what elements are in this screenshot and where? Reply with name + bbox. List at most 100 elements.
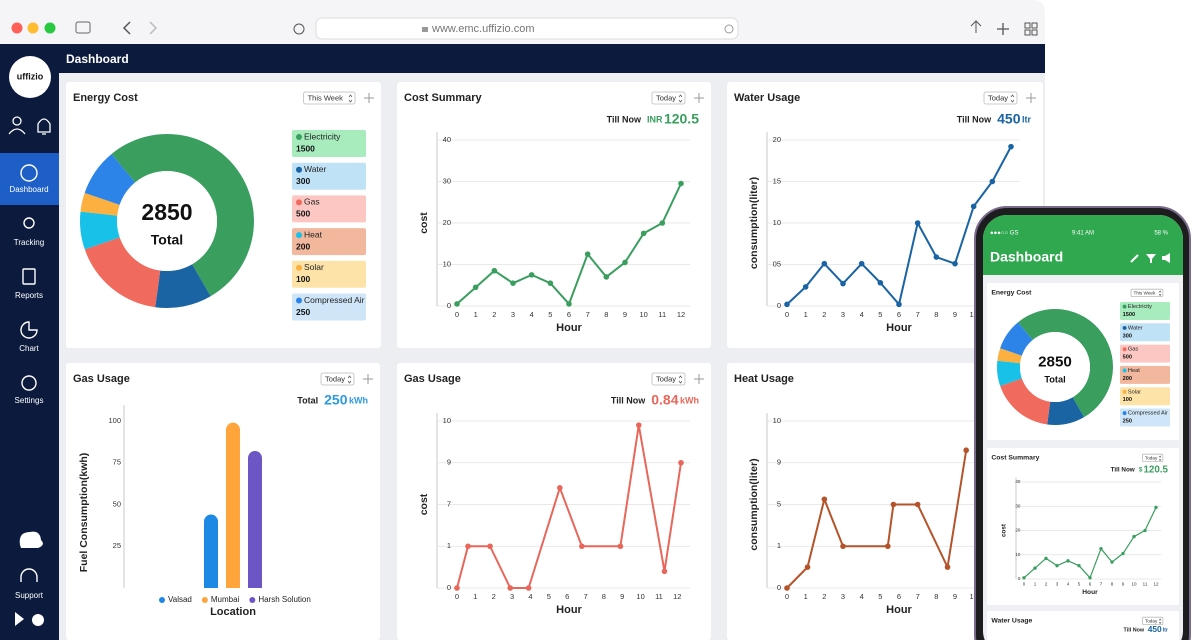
card	[727, 82, 1043, 348]
legend-value: 1500	[1123, 312, 1135, 318]
app-header	[0, 44, 1045, 73]
nav-label[interactable]: Settings	[15, 396, 44, 405]
reload-button[interactable]	[724, 24, 734, 34]
donut-total-label: Total	[1044, 375, 1065, 385]
period-dropdown[interactable]	[1142, 616, 1164, 626]
y-tick-label: 10	[773, 218, 781, 227]
donut-segment	[1018, 309, 1113, 418]
nav-label[interactable]: Reports	[15, 291, 43, 300]
donut-segment	[84, 237, 161, 308]
period-dropdown[interactable]	[303, 91, 356, 105]
cloud-icon[interactable]	[19, 531, 43, 548]
dropdown-arrows	[678, 94, 683, 103]
y-tick-label: 10	[1015, 552, 1021, 557]
y-tick-label: 20	[773, 135, 781, 144]
point	[547, 280, 554, 286]
y-tick-label: 0	[777, 583, 781, 592]
x-tick-label: 8	[1111, 582, 1114, 587]
forward-button[interactable]	[149, 21, 158, 35]
summary-label: Till Now	[607, 114, 642, 124]
x-tick-label: 3	[511, 310, 515, 319]
summary-value: 120.5	[1143, 465, 1168, 476]
summary-unit: kWh	[680, 395, 699, 405]
summary-label: Till Now	[1124, 627, 1145, 633]
filter-icon[interactable]	[1146, 254, 1156, 263]
period-dropdown[interactable]	[320, 372, 355, 386]
donut-segment	[1000, 378, 1051, 425]
point	[1110, 560, 1114, 564]
nav-label[interactable]: Tracking	[14, 238, 44, 247]
x-tick-label: 2	[822, 310, 826, 319]
privacy-icon[interactable]	[293, 23, 305, 35]
user-icon[interactable]	[12, 116, 22, 126]
move-icon[interactable]	[1026, 93, 1036, 103]
address-bar[interactable]	[315, 17, 739, 40]
x-tick-label: 0	[1023, 582, 1026, 587]
minimize-button[interactable]	[27, 22, 39, 34]
x-tick-label: 0	[785, 310, 789, 319]
card-title: Heat Usage	[734, 373, 794, 385]
period-dropdown[interactable]	[1130, 288, 1164, 298]
nav-label[interactable]: Dashboard	[9, 185, 48, 194]
close-button[interactable]	[11, 22, 23, 34]
legend-dot	[296, 199, 302, 206]
play-store-icon[interactable]	[15, 612, 24, 626]
sidebar-toggle[interactable]	[75, 21, 91, 34]
edit-icon[interactable]	[1130, 254, 1139, 263]
point	[510, 280, 516, 286]
legend-item	[292, 162, 366, 190]
move-icon[interactable]	[694, 93, 704, 103]
legend-item	[292, 228, 366, 256]
x-axis-label: Hour	[886, 322, 912, 334]
period-label: Today	[1145, 455, 1158, 460]
point	[840, 280, 846, 287]
x-tick-label: 12	[673, 592, 681, 601]
card-title: Water Usage	[734, 92, 800, 104]
point	[1143, 528, 1147, 533]
donut-hole	[1020, 332, 1090, 402]
tracking-icon	[23, 217, 35, 229]
point	[970, 203, 977, 210]
period-dropdown[interactable]	[1142, 453, 1164, 463]
back-button[interactable]	[122, 21, 131, 35]
move-icon[interactable]	[694, 374, 704, 384]
legend-value: 250	[1123, 419, 1132, 425]
new-tab-button[interactable]	[997, 23, 1009, 35]
phone-title: Dashboard	[990, 249, 1063, 265]
x-tick-label: 5	[1078, 582, 1081, 587]
x-axis-label: Location	[210, 606, 256, 618]
point	[491, 267, 498, 274]
dropdown-arrows	[1158, 455, 1162, 461]
period-dropdown[interactable]	[983, 91, 1018, 105]
x-tick-label: 9	[623, 310, 627, 319]
summary-unit: kWh	[349, 395, 368, 405]
period-label: Today	[1145, 618, 1158, 623]
announce-icon[interactable]	[1162, 253, 1170, 263]
legend-value: 500	[296, 209, 310, 219]
nav-label[interactable]: Chart	[19, 344, 39, 353]
nav-label[interactable]: Support	[15, 591, 44, 600]
legend-item	[292, 293, 366, 321]
tabs-button[interactable]	[1024, 22, 1038, 36]
x-tick-label: 3	[1056, 582, 1059, 587]
point	[678, 180, 684, 187]
point	[784, 585, 790, 591]
legend-dot	[1122, 325, 1127, 330]
point	[635, 422, 642, 428]
app-store-icon[interactable]	[32, 614, 44, 626]
x-tick-label: 10	[636, 592, 644, 601]
reports-icon	[22, 268, 36, 285]
bell-icon[interactable]	[37, 118, 51, 135]
logo[interactable]	[9, 56, 51, 98]
active-nav-item[interactable]	[0, 153, 59, 205]
y-tick-label: 40	[443, 135, 451, 144]
point	[989, 178, 996, 185]
zoom-button[interactable]	[44, 22, 56, 34]
move-icon[interactable]	[364, 93, 374, 103]
y-tick-label: 20	[443, 218, 451, 227]
period-dropdown[interactable]	[651, 372, 686, 386]
period-dropdown[interactable]	[651, 91, 686, 105]
move-icon[interactable]	[363, 374, 373, 384]
share-button[interactable]	[970, 20, 982, 33]
card	[66, 363, 380, 640]
